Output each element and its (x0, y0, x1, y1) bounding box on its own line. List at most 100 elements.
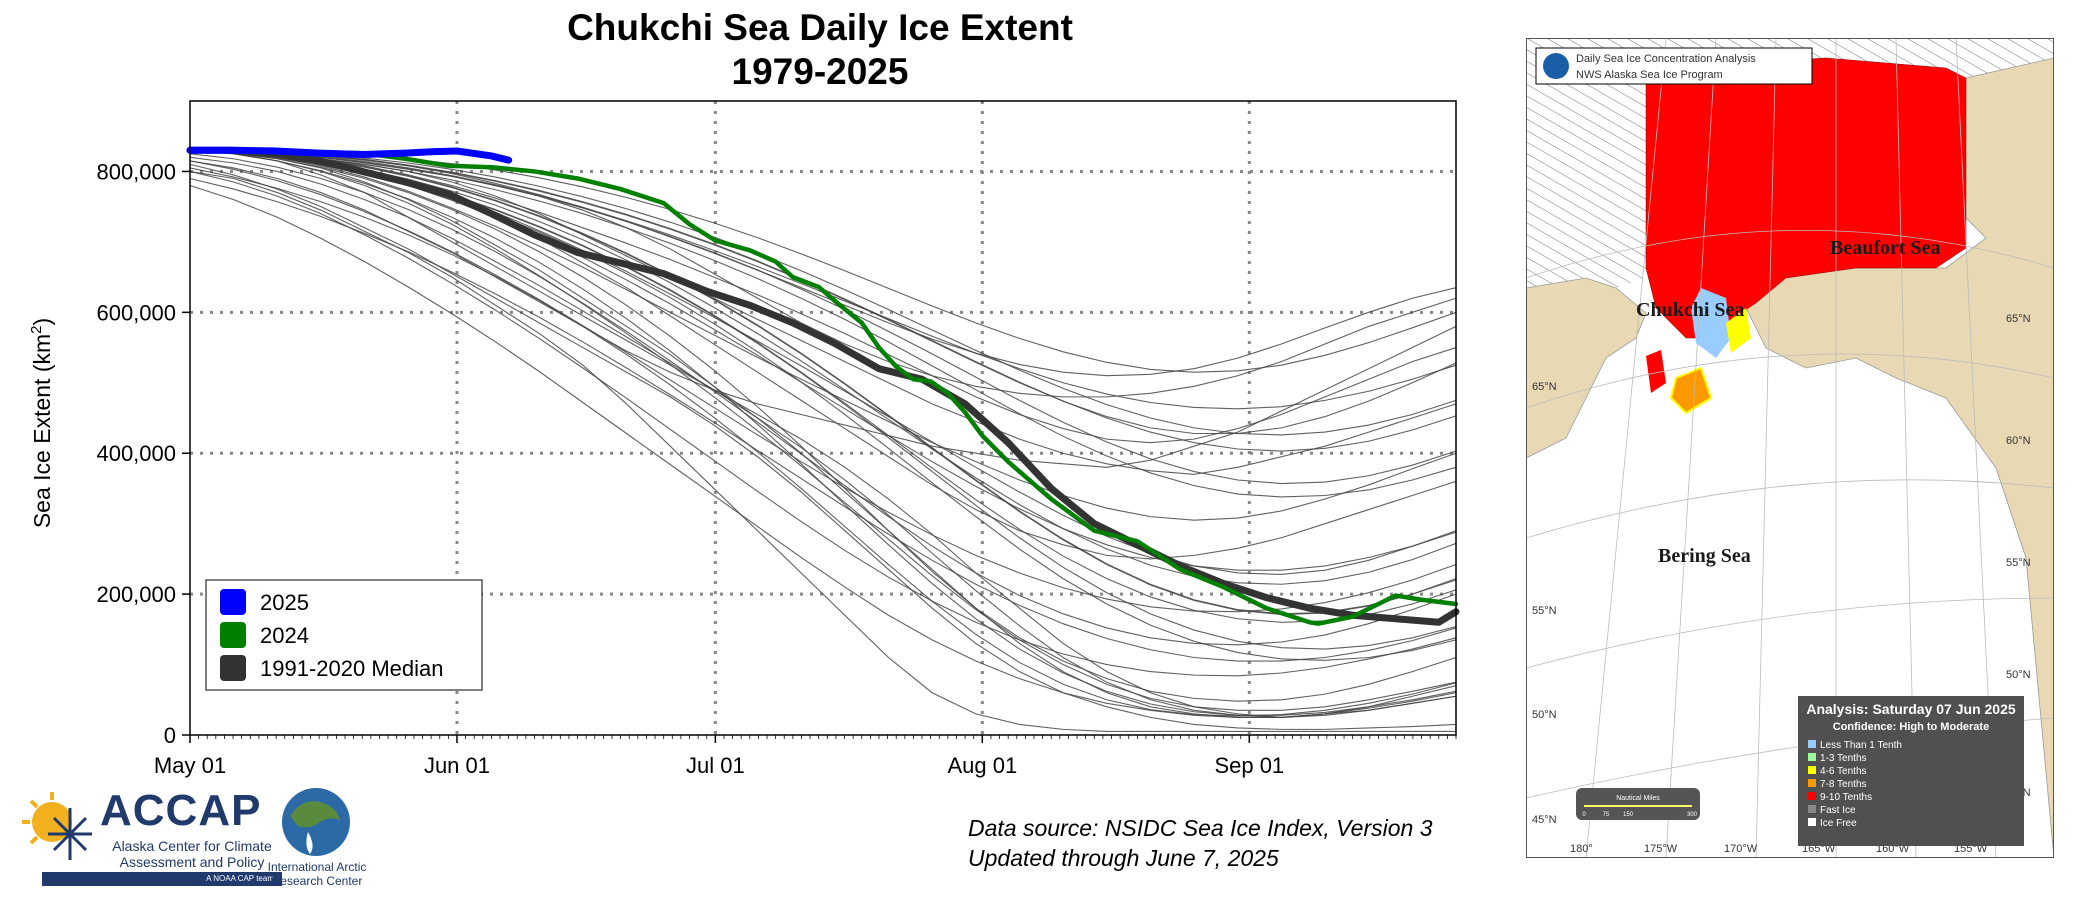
legend: 2025 2024 1991-2020 Median (205, 579, 483, 691)
x-tick-label: Sep 01 (1214, 753, 1284, 778)
ice-bering-central (1669, 366, 1713, 415)
legend-label: 2024 (260, 623, 309, 648)
source-line: Data source: NSIDC Sea Ice Index, Versio… (968, 815, 1433, 841)
background-year-line (189, 149, 1457, 615)
background-year-line (189, 170, 1457, 677)
background-year-line (189, 149, 1457, 377)
latitude-label: 50°N (1532, 709, 1557, 721)
logos: ACCAP Alaska Center for Climate Assessme… (22, 782, 382, 892)
ice-legend-label: 4-6 Tenths (1820, 766, 1867, 777)
y-tick-label: 800,000 (96, 159, 176, 184)
noaa-logo-icon (1543, 53, 1569, 79)
highlight-series-lines (186, 146, 1460, 626)
background-year-line (189, 149, 1457, 436)
siberia-landmass (1526, 277, 1647, 459)
background-year-line (189, 149, 1457, 718)
map-svg: Daily Sea Ice Concentration Analysis NWS… (1526, 38, 2054, 858)
background-year-line (189, 149, 1457, 560)
series-line-2025 (186, 146, 513, 164)
ice-legend-label: 7-8 Tenths (1820, 779, 1867, 790)
legend-swatch (220, 589, 246, 615)
ice-4-6-tenths (1726, 308, 1751, 353)
background-year-line (189, 153, 1457, 646)
background-year-line (189, 149, 1457, 623)
latitude-label: 55°N (2006, 557, 2031, 569)
scale-bar: Nautical Miles 0 75 150 300 (1576, 788, 1700, 820)
analysis-title: Analysis: Saturday 07 Jun 2025 (1806, 701, 2016, 717)
ice-legend-label: 9-10 Tenths (1820, 792, 1872, 803)
background-year-line (189, 149, 1457, 444)
ice-9-10-tenths (1645, 57, 1967, 339)
x-tick-label: Aug 01 (947, 753, 1017, 778)
y-axis-label-text: Sea Ice Extent (km (29, 334, 55, 528)
background-year-line (189, 167, 1457, 717)
analysis-legend: Analysis: Saturday 07 Jun 2025 Confidenc… (1798, 696, 2024, 846)
background-year-line (189, 149, 1457, 498)
background-year-line (189, 160, 1457, 468)
latitude-label: 45°N (1532, 814, 1557, 826)
background-year-line (189, 160, 1457, 613)
y-tick-label: 200,000 (96, 582, 176, 607)
background-year-line (189, 149, 1457, 398)
chart-title-main: Chukchi Sea Daily Ice Extent (567, 7, 1073, 48)
ice-legend-swatch (1808, 805, 1816, 813)
alaska-landmass (1745, 57, 2054, 858)
y-tick-label: 400,000 (96, 441, 176, 466)
ice-legend-label: Fast Ice (1820, 805, 1856, 816)
latitude-label: 55°N (1532, 605, 1557, 617)
legend-label: 1991-2020 Median (260, 656, 443, 681)
ice-legend-swatch (1808, 740, 1816, 748)
axes: 0 200,000 400,000 600,000 800,000 May 01 Jun 0… (96, 159, 1457, 778)
map-border (1526, 38, 2054, 858)
ice-less-than-1-tenth (1691, 288, 1731, 358)
y-tick-label: 0 (164, 723, 176, 748)
latitude-label: 65°N (2006, 313, 2031, 325)
background-year-line (189, 177, 1457, 662)
map-label-beaufort: Beaufort Sea (1830, 237, 1941, 259)
ice-legend-swatch (1808, 818, 1816, 826)
plot-frame (189, 100, 1457, 736)
ice-legend-items: Less Than 1 Tenth 1-3 Tenths 4-6 Tenths 7-8… (1808, 740, 1902, 829)
longitude-label: 170°W (1724, 843, 1758, 855)
x-tick-label: Jun 01 (424, 753, 490, 778)
ice-extent-chart: 0 200,000 400,000 600,000 800,000 May 01 Jun 0… (28, 100, 1460, 778)
y-axis-label-superscript: 2 (28, 326, 45, 334)
latitude-label: 50°N (2006, 669, 2031, 681)
accap-bar: A NOAA CAP team (42, 872, 282, 886)
scale-tick-label: 300 (1687, 812, 1698, 818)
longitude-label: 180° (1570, 843, 1593, 855)
longitude-label: 175°W (1644, 843, 1678, 855)
series-line-1991-2020-median (186, 146, 1460, 626)
iarc-name: International Arctic Research Center (267, 860, 367, 888)
series-line-2024 (187, 148, 1459, 626)
ice-legend-label: Less Than 1 Tenth (1820, 740, 1902, 751)
ice-legend-label: Ice Free (1820, 818, 1857, 829)
accap-subtitle: Alaska Center for Climate Assessment and… (112, 838, 272, 870)
ice-legend-swatch (1808, 779, 1816, 787)
map-header-box (1535, 47, 1813, 85)
ice-legend-swatch (1808, 792, 1816, 800)
background-year-line (189, 149, 1457, 616)
iarc-globe-icon (282, 788, 350, 856)
scale-tick-label: 75 (1603, 812, 1610, 818)
chart-subtitle: 1979-2025 (731, 51, 909, 92)
legend-box (205, 579, 483, 691)
source-note: Data source: NSIDC Sea Ice Index, Versio… (968, 813, 1432, 873)
updated-line: Updated through June 7, 2025 (968, 845, 1279, 871)
scale-tick-label: 150 (1623, 812, 1634, 818)
scale-tick-label: 0 (1582, 812, 1586, 818)
accap-sun-snowflake-icon (22, 792, 92, 860)
analysis-confidence: Confidence: High to Moderate (1833, 721, 1989, 733)
y-axis-label: Sea Ice Extent (km2) (28, 318, 55, 528)
legend-swatch (220, 622, 246, 648)
ice-legend-label: 1-3 Tenths (1820, 753, 1867, 764)
background-year-line (189, 185, 1457, 718)
legend-swatch (220, 655, 246, 681)
map-label-chukchi: Chukchi Sea (1636, 299, 1744, 321)
chart-title: Chukchi Sea Daily Ice Extent 1979-2025 (420, 6, 1220, 94)
ice-bering-west (1646, 350, 1666, 393)
legend-label: 2025 (260, 590, 309, 615)
x-tick-label: May 01 (154, 753, 226, 778)
background-year-line (189, 149, 1457, 702)
latitude-label: 60°N (2006, 435, 2031, 447)
